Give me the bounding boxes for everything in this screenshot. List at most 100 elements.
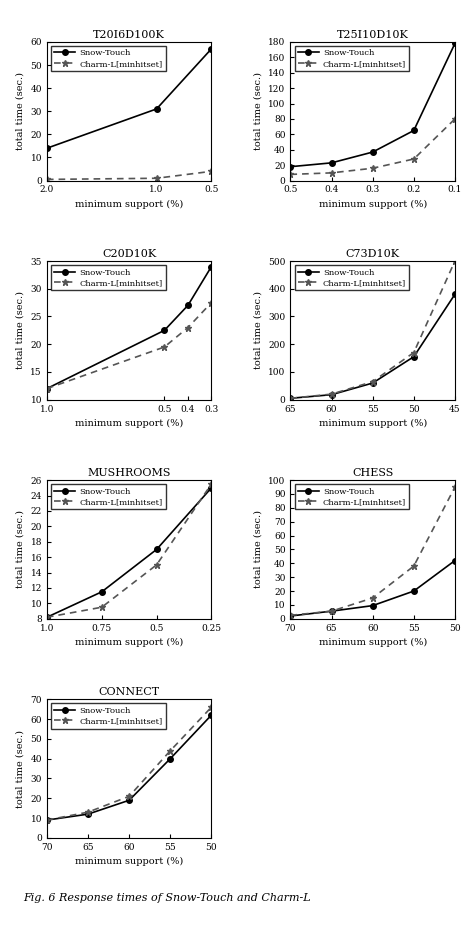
Charm-L[minhitset] [329, 605, 334, 616]
Charm-L[minhitset] [85, 806, 91, 817]
X-axis label: minimum support (%): minimum support (%) [318, 639, 427, 647]
Charm-L[minhitset] [411, 560, 416, 572]
Charm-L[minhitset] [99, 601, 105, 613]
Charm-L[minhitset] [209, 479, 214, 490]
X-axis label: minimum support (%): minimum support (%) [318, 200, 427, 209]
Legend: Snow-Touch, Charm-L[minhitset]: Snow-Touch, Charm-L[minhitset] [295, 46, 409, 72]
Charm-L[minhitset] [44, 612, 50, 623]
Charm-L[minhitset] [411, 347, 416, 358]
Line: Snow-Touch: Snow-Touch [287, 291, 458, 401]
X-axis label: minimum support (%): minimum support (%) [75, 857, 183, 867]
X-axis label: minimum support (%): minimum support (%) [75, 200, 183, 209]
Text: Fig. 6 Response times of Snow-Touch and Charm-L: Fig. 6 Response times of Snow-Touch and … [23, 893, 311, 903]
Charm-L[minhitset] [329, 168, 334, 179]
Snow-Touch [185, 300, 191, 311]
Snow-Touch [287, 611, 293, 622]
Charm-L[minhitset] [126, 790, 132, 802]
Line: Charm-L[minhitset]: Charm-L[minhitset] [44, 480, 215, 621]
Snow-Touch [154, 544, 159, 555]
Title: CONNECT: CONNECT [98, 687, 160, 697]
Legend: Snow-Touch, Charm-L[minhitset]: Snow-Touch, Charm-L[minhitset] [295, 484, 409, 509]
Legend: Snow-Touch, Charm-L[minhitset]: Snow-Touch, Charm-L[minhitset] [51, 704, 166, 729]
Snow-Touch [44, 612, 50, 623]
Charm-L[minhitset] [167, 745, 173, 756]
Charm-L[minhitset] [452, 255, 458, 266]
Snow-Touch [329, 605, 334, 616]
Line: Charm-L[minhitset]: Charm-L[minhitset] [287, 483, 458, 619]
Snow-Touch [162, 325, 167, 336]
Y-axis label: total time (sec.): total time (sec.) [16, 291, 25, 370]
Snow-Touch [370, 146, 376, 157]
Line: Snow-Touch: Snow-Touch [287, 558, 458, 619]
Line: Snow-Touch: Snow-Touch [44, 46, 214, 151]
Snow-Touch [85, 808, 91, 819]
Legend: Snow-Touch, Charm-L[minhitset]: Snow-Touch, Charm-L[minhitset] [51, 265, 166, 290]
Y-axis label: total time (sec.): total time (sec.) [16, 730, 25, 807]
Line: Snow-Touch: Snow-Touch [44, 712, 214, 823]
Line: Charm-L[minhitset]: Charm-L[minhitset] [44, 168, 215, 182]
Legend: Snow-Touch, Charm-L[minhitset]: Snow-Touch, Charm-L[minhitset] [51, 46, 166, 72]
Line: Snow-Touch: Snow-Touch [44, 263, 214, 391]
Snow-Touch [370, 377, 376, 388]
Charm-L[minhitset] [287, 610, 293, 621]
Y-axis label: total time (sec.): total time (sec.) [16, 73, 25, 150]
Snow-Touch [329, 389, 334, 400]
Snow-Touch [44, 383, 50, 394]
Snow-Touch [99, 587, 105, 598]
Y-axis label: total time (sec.): total time (sec.) [254, 73, 263, 150]
Snow-Touch [287, 393, 293, 404]
Charm-L[minhitset] [44, 174, 50, 185]
Charm-L[minhitset] [411, 154, 416, 165]
Snow-Touch [209, 482, 214, 493]
Snow-Touch [154, 103, 159, 115]
Snow-Touch [44, 142, 50, 154]
Y-axis label: total time (sec.): total time (sec.) [254, 291, 263, 370]
Snow-Touch [209, 709, 214, 721]
Title: C20D10K: C20D10K [102, 249, 156, 259]
Snow-Touch [167, 753, 173, 764]
Title: CHESS: CHESS [352, 468, 393, 478]
Charm-L[minhitset] [209, 166, 214, 177]
Title: C73D10K: C73D10K [346, 249, 400, 259]
Snow-Touch [452, 289, 458, 300]
Snow-Touch [411, 351, 416, 362]
Snow-Touch [209, 43, 214, 54]
Title: T25I10D10K: T25I10D10K [337, 30, 408, 40]
Charm-L[minhitset] [154, 172, 159, 183]
Charm-L[minhitset] [154, 560, 159, 571]
Charm-L[minhitset] [287, 393, 293, 404]
Snow-Touch [411, 125, 416, 136]
Line: Charm-L[minhitset]: Charm-L[minhitset] [44, 299, 215, 392]
Charm-L[minhitset] [287, 169, 293, 180]
Charm-L[minhitset] [370, 376, 376, 387]
X-axis label: minimum support (%): minimum support (%) [75, 639, 183, 647]
Charm-L[minhitset] [44, 383, 50, 394]
Snow-Touch [287, 161, 293, 172]
Snow-Touch [126, 795, 132, 806]
Snow-Touch [452, 38, 458, 49]
Y-axis label: total time (sec.): total time (sec.) [16, 510, 25, 588]
Snow-Touch [209, 261, 214, 272]
Line: Snow-Touch: Snow-Touch [287, 41, 458, 169]
Line: Charm-L[minhitset]: Charm-L[minhitset] [287, 115, 458, 178]
Line: Charm-L[minhitset]: Charm-L[minhitset] [44, 704, 215, 824]
Title: MUSHROOMS: MUSHROOMS [87, 468, 171, 478]
Y-axis label: total time (sec.): total time (sec.) [254, 510, 263, 588]
X-axis label: minimum support (%): minimum support (%) [75, 419, 183, 428]
Charm-L[minhitset] [162, 342, 167, 353]
Charm-L[minhitset] [185, 322, 191, 333]
Snow-Touch [44, 815, 50, 826]
Line: Snow-Touch: Snow-Touch [44, 485, 214, 620]
Charm-L[minhitset] [209, 297, 214, 308]
Legend: Snow-Touch, Charm-L[minhitset]: Snow-Touch, Charm-L[minhitset] [295, 265, 409, 290]
Legend: Snow-Touch, Charm-L[minhitset]: Snow-Touch, Charm-L[minhitset] [51, 484, 166, 509]
Charm-L[minhitset] [452, 114, 458, 125]
Charm-L[minhitset] [329, 388, 334, 399]
X-axis label: minimum support (%): minimum support (%) [318, 419, 427, 428]
Charm-L[minhitset] [44, 815, 50, 826]
Charm-L[minhitset] [452, 481, 458, 492]
Line: Charm-L[minhitset]: Charm-L[minhitset] [287, 258, 458, 402]
Charm-L[minhitset] [209, 702, 214, 713]
Snow-Touch [452, 555, 458, 566]
Snow-Touch [370, 600, 376, 612]
